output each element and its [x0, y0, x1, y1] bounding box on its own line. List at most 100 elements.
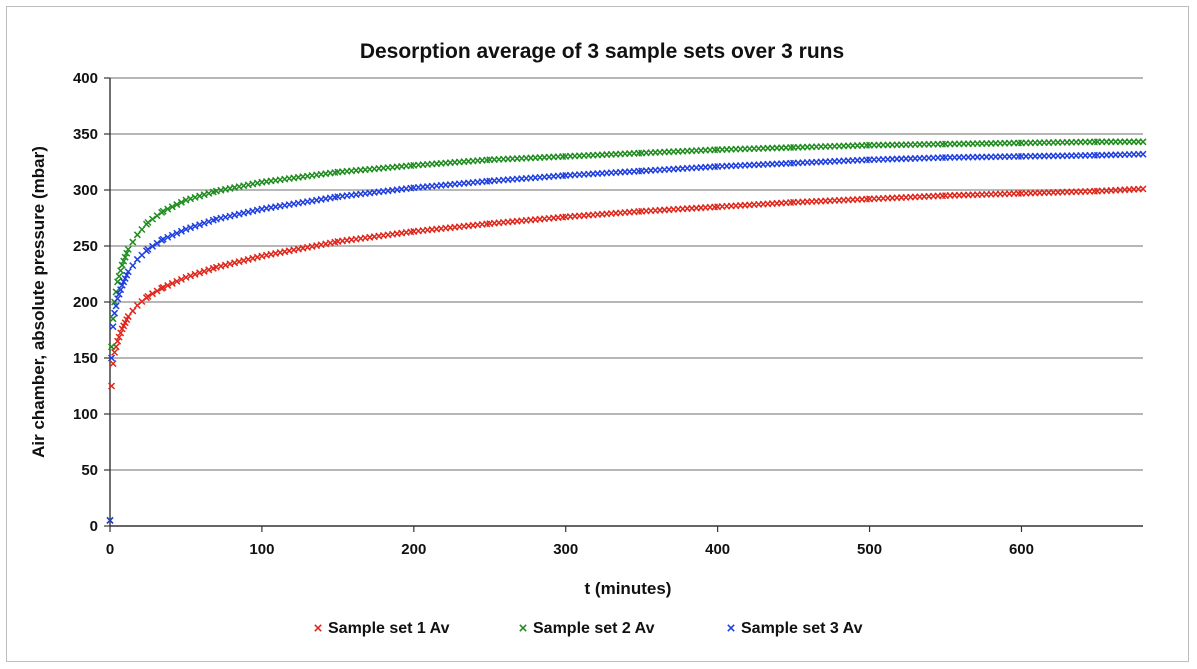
- data-point: [149, 215, 157, 223]
- y-tick-label: 100: [73, 406, 98, 423]
- data-point: [129, 307, 137, 315]
- data-point: [205, 266, 213, 274]
- data-point: [182, 225, 190, 233]
- data-point: [144, 245, 152, 253]
- y-tick-label: 400: [73, 70, 98, 87]
- data-point: [186, 224, 195, 232]
- data-point: [186, 272, 195, 280]
- data-point: [177, 275, 185, 283]
- data-point: [177, 198, 185, 206]
- data-point: [153, 212, 161, 220]
- x-tick-label: 100: [249, 541, 274, 558]
- y-tick-label: 0: [90, 518, 98, 535]
- data-point: [1139, 138, 1147, 146]
- data-point: [200, 267, 208, 275]
- data-point: [124, 313, 132, 321]
- legend-label: Sample set 2 Av: [533, 620, 655, 637]
- data-point: [123, 249, 131, 257]
- data-point: [173, 229, 181, 237]
- data-point: [153, 239, 161, 247]
- axes: [104, 77, 1143, 532]
- data-point: [115, 272, 123, 280]
- data-point: [168, 203, 176, 211]
- y-axis-label: Air chamber, absolute pressure (mbar): [29, 146, 48, 458]
- data-point: [200, 219, 208, 227]
- data-point: [144, 218, 152, 227]
- data-point: [205, 218, 213, 226]
- chart-frame: [6, 6, 1189, 662]
- x-tick-label: 300: [553, 541, 578, 558]
- data-point: [117, 267, 125, 275]
- y-tick-labels: 0 50 100 150 200 250 300 350 400: [73, 70, 98, 535]
- data-point: [173, 277, 181, 285]
- legend-marker: [727, 624, 735, 632]
- data-point: [164, 205, 172, 213]
- series-2: [106, 138, 1147, 524]
- data-point: [124, 245, 132, 253]
- data-point: [129, 238, 137, 246]
- y-tick-label: 200: [73, 294, 98, 311]
- gridlines: [110, 77, 1143, 471]
- y-tick-label: 300: [73, 182, 98, 199]
- chart-title: Desorption average of 3 sample sets over…: [360, 40, 844, 63]
- data-point: [109, 323, 117, 331]
- x-tick-label: 400: [705, 541, 730, 558]
- x-tick-label: 0: [106, 541, 114, 558]
- x-tick-label: 200: [401, 541, 426, 558]
- data-point: [159, 283, 167, 291]
- legend: Sample set 1 Av Sample set 2 Av Sample set…: [314, 620, 863, 637]
- data-point: [149, 242, 157, 250]
- data-point: [111, 348, 119, 356]
- data-point: [144, 292, 152, 300]
- data-point: [115, 333, 123, 341]
- legend-label: Sample set 1 Av: [328, 620, 450, 637]
- data-point: [121, 253, 129, 261]
- data-point: [173, 201, 181, 209]
- data-point: [117, 329, 125, 337]
- data-point: [124, 268, 132, 276]
- data-point: [107, 343, 116, 351]
- data-point: [107, 354, 116, 362]
- y-tick-label: 50: [81, 462, 98, 479]
- legend-label: Sample set 3 Av: [741, 620, 863, 637]
- data-point: [109, 360, 117, 368]
- x-axis-label: t (minutes): [585, 579, 672, 598]
- x-tick-label: 500: [857, 541, 882, 558]
- data-point: [1139, 150, 1147, 158]
- data-point: [106, 516, 114, 524]
- x-tick-label: 600: [1009, 541, 1034, 558]
- data-point: [112, 302, 120, 310]
- data-point: [159, 207, 167, 215]
- data-point: [164, 233, 172, 241]
- data-point: [107, 382, 116, 390]
- data-point: [153, 287, 161, 295]
- y-tick-label: 350: [73, 126, 98, 143]
- data-point: [168, 279, 176, 287]
- data-point: [1139, 185, 1147, 193]
- data-point: [159, 235, 167, 243]
- data-point: [114, 278, 122, 286]
- data-point: [111, 309, 119, 317]
- legend-marker: [519, 624, 527, 632]
- data-point: [196, 269, 204, 277]
- y-tick-label: 250: [73, 238, 98, 255]
- data-point: [120, 257, 128, 265]
- data-point: [114, 337, 122, 345]
- series-3: [106, 150, 1147, 524]
- data-point: [118, 261, 126, 269]
- data-point: [164, 281, 172, 289]
- legend-marker: [314, 624, 322, 632]
- x-tick-labels: 0 100 200 300 400 500 600: [106, 541, 1034, 558]
- data-series: [106, 138, 1147, 524]
- data-point: [109, 315, 117, 323]
- series-1: [106, 185, 1147, 524]
- data-point: [191, 222, 199, 230]
- data-point: [149, 290, 157, 298]
- y-tick-label: 150: [73, 350, 98, 367]
- data-point: [177, 227, 185, 235]
- data-point: [196, 221, 204, 229]
- data-point: [129, 262, 137, 270]
- data-point: [182, 273, 190, 281]
- data-point: [168, 231, 176, 239]
